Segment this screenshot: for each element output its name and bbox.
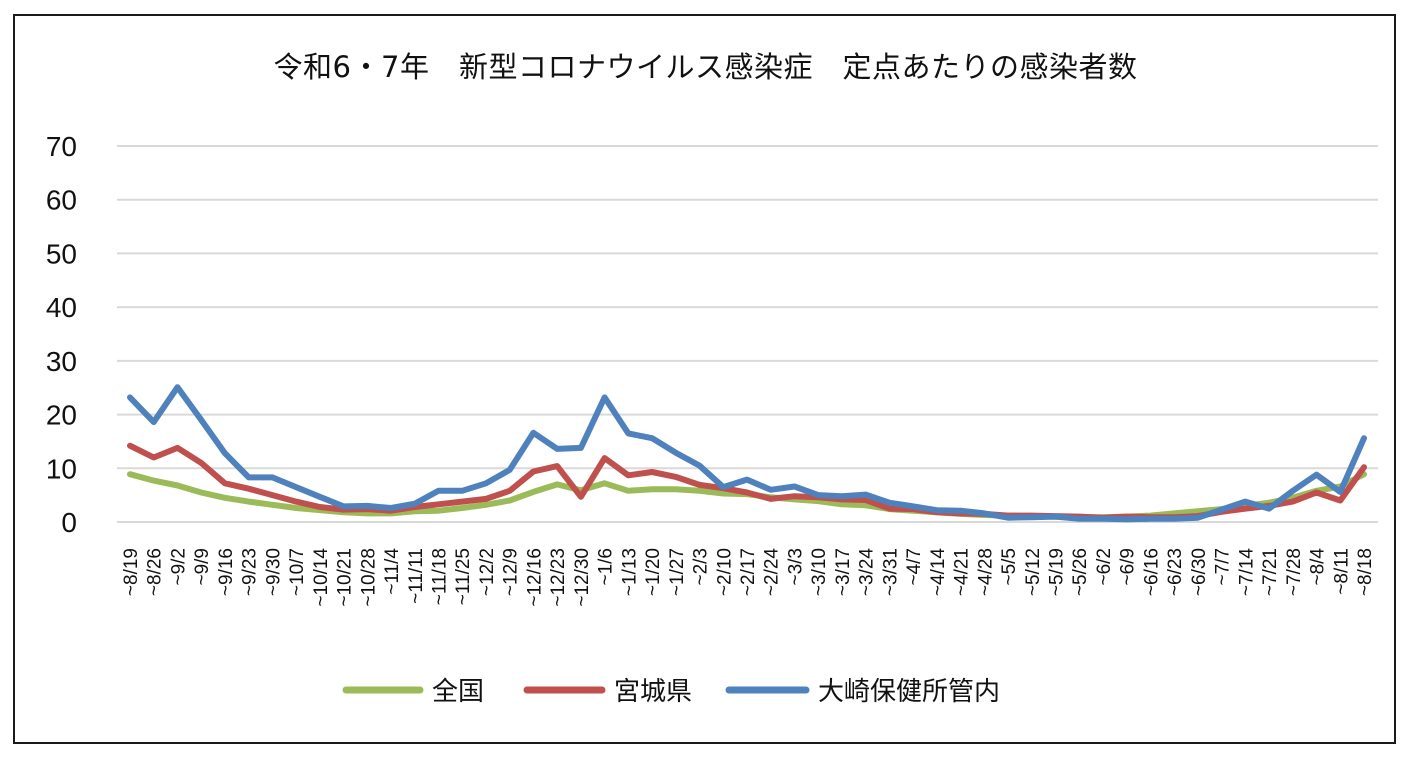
chart-frame [13, 14, 1396, 744]
x-axis: ~8/19 ~8/26 ~9/2 ~9/9 ~9/16 ~9/23 ~9/30 ~10/7 ~1… [121, 548, 1376, 607]
y-tick-label: 60 [46, 185, 77, 216]
x-tick-label: ~12/2 [477, 548, 498, 596]
x-tick-label: ~7/28 [1284, 548, 1305, 596]
x-tick-label: ~2/17 [738, 548, 759, 596]
y-tick-label: 10 [46, 453, 77, 484]
x-tick-label: ~6/9 [1118, 548, 1139, 586]
x-tick-label: ~4/14 [928, 548, 949, 597]
series-lines [127, 384, 1367, 523]
x-tick-label: ~8/11 [1331, 548, 1352, 595]
x-tick-label: ~7/7 [1213, 548, 1234, 586]
y-axis: 0 10 20 30 40 50 60 70 [46, 131, 77, 538]
x-tick-label: ~12/9 [501, 548, 522, 596]
x-tick-label: ~9/2 [168, 548, 189, 586]
y-tick-label: 40 [46, 292, 77, 323]
x-tick-label: ~1/13 [619, 548, 640, 596]
x-tick-label: ~3/17 [833, 548, 854, 596]
x-tick-label: ~3/3 [785, 548, 806, 586]
x-tick-label: ~1/27 [667, 548, 688, 596]
gridlines [117, 145, 1378, 523]
legend-label-0: 全国 [432, 677, 484, 707]
x-tick-label: ~7/14 [1236, 548, 1257, 597]
x-tick-label: ~2/3 [691, 548, 712, 586]
chart-title: 令和6・7年 新型コロナウイルス感染症 定点あたりの感染者数 [273, 50, 1138, 84]
x-tick-label: ~12/30 [572, 548, 593, 607]
x-tick-label: ~5/19 [1047, 548, 1068, 596]
y-tick-label: 70 [46, 131, 77, 162]
y-tick-label: 50 [46, 238, 77, 269]
x-tick-label: ~8/26 [145, 548, 166, 596]
x-tick-label: ~9/30 [263, 548, 284, 596]
x-tick-label: ~5/12 [1023, 548, 1044, 596]
x-tick-label: ~5/5 [999, 548, 1020, 586]
x-tick-label: ~2/24 [762, 548, 783, 597]
x-tick-label: ~9/23 [240, 548, 261, 596]
x-tick-label: ~1/20 [643, 548, 664, 596]
x-tick-label: ~11/4 [382, 548, 403, 595]
x-tick-label: ~6/30 [1189, 548, 1210, 596]
x-tick-label: ~6/16 [1141, 548, 1162, 596]
series-line-2 [127, 384, 1367, 523]
x-tick-label: ~10/7 [287, 548, 308, 596]
y-tick-label: 0 [61, 507, 77, 538]
x-tick-label: ~9/9 [192, 548, 213, 586]
y-tick-label: 30 [46, 346, 77, 377]
x-tick-label: ~11/11 [406, 548, 427, 604]
x-tick-label: ~6/2 [1094, 548, 1115, 586]
x-tick-label: ~5/26 [1070, 548, 1091, 596]
x-tick-label: ~8/4 [1308, 548, 1329, 586]
x-tick-label: ~7/21 [1260, 548, 1281, 596]
x-tick-label: ~12/23 [548, 548, 569, 607]
y-tick-label: 20 [46, 400, 77, 431]
x-tick-label: ~8/19 [121, 548, 142, 596]
x-tick-label: ~10/14 [311, 548, 332, 607]
x-tick-label: ~6/23 [1165, 548, 1186, 596]
x-tick-label: ~11/18 [430, 548, 451, 605]
x-tick-label: ~10/21 [335, 548, 356, 607]
x-tick-label: ~3/10 [809, 548, 830, 596]
x-tick-label: ~12/16 [524, 548, 545, 607]
x-tick-label: ~10/28 [358, 548, 379, 607]
x-tick-label: ~9/16 [216, 548, 237, 596]
x-tick-label: ~2/10 [714, 548, 735, 596]
x-tick-label: ~11/25 [453, 548, 474, 605]
x-tick-label: ~1/6 [596, 548, 617, 586]
legend-label-1: 宮城県 [614, 677, 692, 707]
legend-label-2: 大崎保健所管内 [818, 677, 1000, 707]
x-tick-label: ~3/24 [857, 548, 878, 597]
legend: 全国 宮城県 大崎保健所管内 [342, 677, 1000, 707]
x-tick-label: ~4/7 [904, 548, 925, 586]
x-tick-label: ~8/18 [1355, 548, 1376, 596]
x-tick-label: ~4/28 [975, 548, 996, 596]
x-tick-label: ~4/21 [952, 548, 973, 596]
x-tick-label: ~3/31 [880, 548, 901, 596]
